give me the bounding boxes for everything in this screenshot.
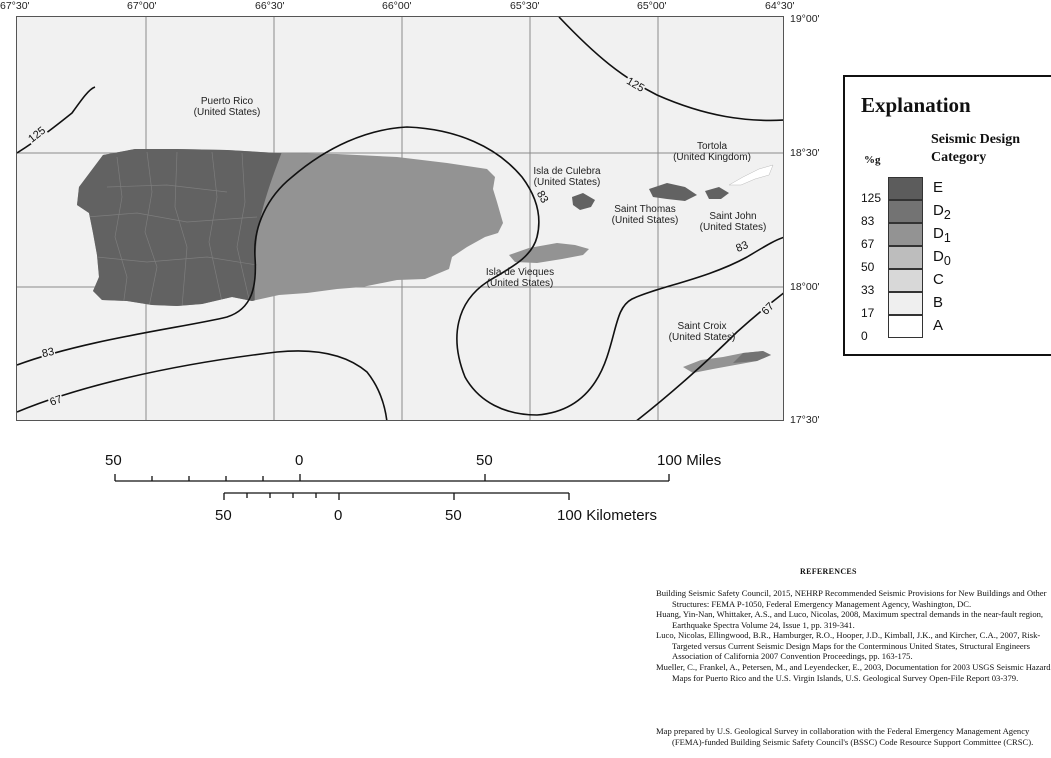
legend-subtitle: Seismic Design Category	[931, 132, 1021, 165]
municipal-boundaries	[86, 151, 258, 306]
place-label-culebra: Isla de Culebra (United States)	[517, 166, 617, 188]
place-country: (United States)	[668, 332, 736, 343]
contour-67-south	[17, 350, 388, 420]
miles-bar-ticks	[114, 474, 670, 481]
culebra-island	[572, 193, 595, 210]
place-label-vieques: Isla de Vieques (United States)	[470, 267, 570, 289]
longitude-label: 66°00'	[382, 0, 412, 12]
category-letter: D	[933, 248, 944, 265]
scale-miles-label: 50	[105, 452, 122, 469]
legend-swatch-a	[888, 315, 923, 338]
category-letter: A	[933, 317, 944, 334]
reference-item: Mueller, C., Frankel, A., Petersen, M., …	[656, 662, 1051, 683]
place-label-saint-croix: Saint Croix (United States)	[652, 321, 752, 343]
legend-category: D0	[933, 248, 951, 268]
category-subscript: 1	[943, 231, 951, 245]
saint-croix-east	[733, 351, 771, 363]
place-name: Isla de Vieques	[485, 267, 555, 278]
scale-km-label: 50	[445, 507, 462, 524]
place-label-tortola: Tortola (United Kingdom)	[662, 141, 762, 163]
scale-miles-label: 50	[476, 452, 493, 469]
place-country: (United States)	[533, 177, 601, 188]
legend-swatch-e	[888, 177, 923, 200]
place-name: Saint John	[709, 211, 757, 222]
legend-swatch-d1	[888, 223, 923, 246]
map-credit: Map prepared by U.S. Geological Survey i…	[656, 726, 1034, 747]
latitude-label: 17°30'	[790, 414, 820, 426]
legend-category: C	[933, 271, 944, 291]
scale-km-label: 0	[334, 507, 343, 524]
contour-83-main	[17, 126, 783, 416]
map-canvas	[17, 17, 783, 420]
place-name: Saint Croix	[677, 321, 727, 332]
legend-swatch-b	[888, 292, 923, 315]
category-subscript: 0	[943, 254, 951, 268]
place-country: (United Kingdom)	[673, 152, 751, 163]
latitude-label: 19°00'	[790, 13, 820, 25]
legend-value: 67	[861, 237, 875, 251]
longitude-label: 65°00'	[637, 0, 667, 12]
legend-value: 50	[861, 260, 875, 274]
legend-swatch-c	[888, 269, 923, 292]
vieques-island	[509, 243, 589, 263]
longitude-label: 67°00'	[127, 0, 157, 12]
category-subscript: 2	[943, 208, 951, 222]
scale-miles-label: 0	[295, 452, 304, 469]
legend-category: A	[933, 317, 943, 337]
category-letter: D	[933, 225, 944, 242]
place-name: Puerto Rico	[200, 96, 254, 107]
km-bar-ticks	[223, 493, 570, 500]
scale-km-label: 50	[215, 507, 232, 524]
reference-item: Huang, Yin-Nan, Whittaker, A.S., and Luc…	[656, 609, 1044, 630]
place-country: (United States)	[611, 215, 679, 226]
legend-swatch-d0	[888, 246, 923, 269]
legend-title: Explanation	[861, 93, 971, 117]
category-letter: C	[933, 271, 944, 288]
place-name: Tortola	[696, 141, 727, 152]
latitude-label: 18°30'	[790, 147, 820, 159]
contour-125-west	[17, 86, 96, 154]
seismic-map: 125 125 83 83 83 67 67 Puerto Rico (Unit…	[16, 16, 784, 421]
longitude-label: 67°30'	[0, 0, 30, 12]
place-country: (United States)	[486, 278, 554, 289]
latitude-label: 18°00'	[790, 281, 820, 293]
reference-item: Luco, Nicolas, Ellingwood, B.R., Hamburg…	[656, 630, 1041, 662]
reference-item: Building Seismic Safety Council, 2015, N…	[656, 588, 1047, 609]
place-name: Isla de Culebra	[533, 166, 601, 177]
legend-unit: %g	[864, 154, 881, 166]
legend-box: Explanation Seismic Design Category %g 1…	[843, 75, 1051, 356]
place-label-saint-john: Saint John (United States)	[683, 211, 783, 233]
legend-value: 125	[861, 191, 882, 205]
contour-125-north	[558, 17, 783, 122]
scale-km-label: 100 Kilometers	[557, 507, 658, 524]
legend-value: 83	[861, 214, 875, 228]
place-name: Saint Thomas	[614, 204, 676, 215]
scale-bars	[114, 474, 670, 500]
legend-category: B	[933, 294, 943, 314]
tortola-island	[728, 164, 774, 186]
place-label-puerto-rico: Puerto Rico (United States)	[177, 96, 277, 118]
legend-swatch-d2	[888, 200, 923, 223]
place-country: (United States)	[193, 107, 261, 118]
legend-value: 33	[861, 283, 875, 297]
legend-value: 17	[861, 306, 875, 320]
longitude-label: 66°30'	[255, 0, 285, 12]
legend-category: D2	[933, 202, 951, 222]
category-letter: B	[933, 294, 944, 311]
category-letter: E	[933, 179, 944, 196]
legend-value: 0	[861, 329, 868, 343]
puerto-rico-west-zone	[77, 149, 317, 306]
legend-category: D1	[933, 225, 951, 245]
legend-category: E	[933, 179, 943, 199]
saint-john-island	[705, 187, 729, 199]
place-label-saint-thomas: Saint Thomas (United States)	[595, 204, 695, 226]
saint-thomas-island	[649, 183, 697, 201]
longitude-label: 65°30'	[510, 0, 540, 12]
scale-miles-label: 100 Miles	[657, 452, 722, 469]
references-heading: REFERENCES	[800, 567, 857, 576]
category-letter: D	[933, 202, 944, 219]
longitude-label: 64°30'	[765, 0, 795, 12]
place-country: (United States)	[699, 222, 767, 233]
